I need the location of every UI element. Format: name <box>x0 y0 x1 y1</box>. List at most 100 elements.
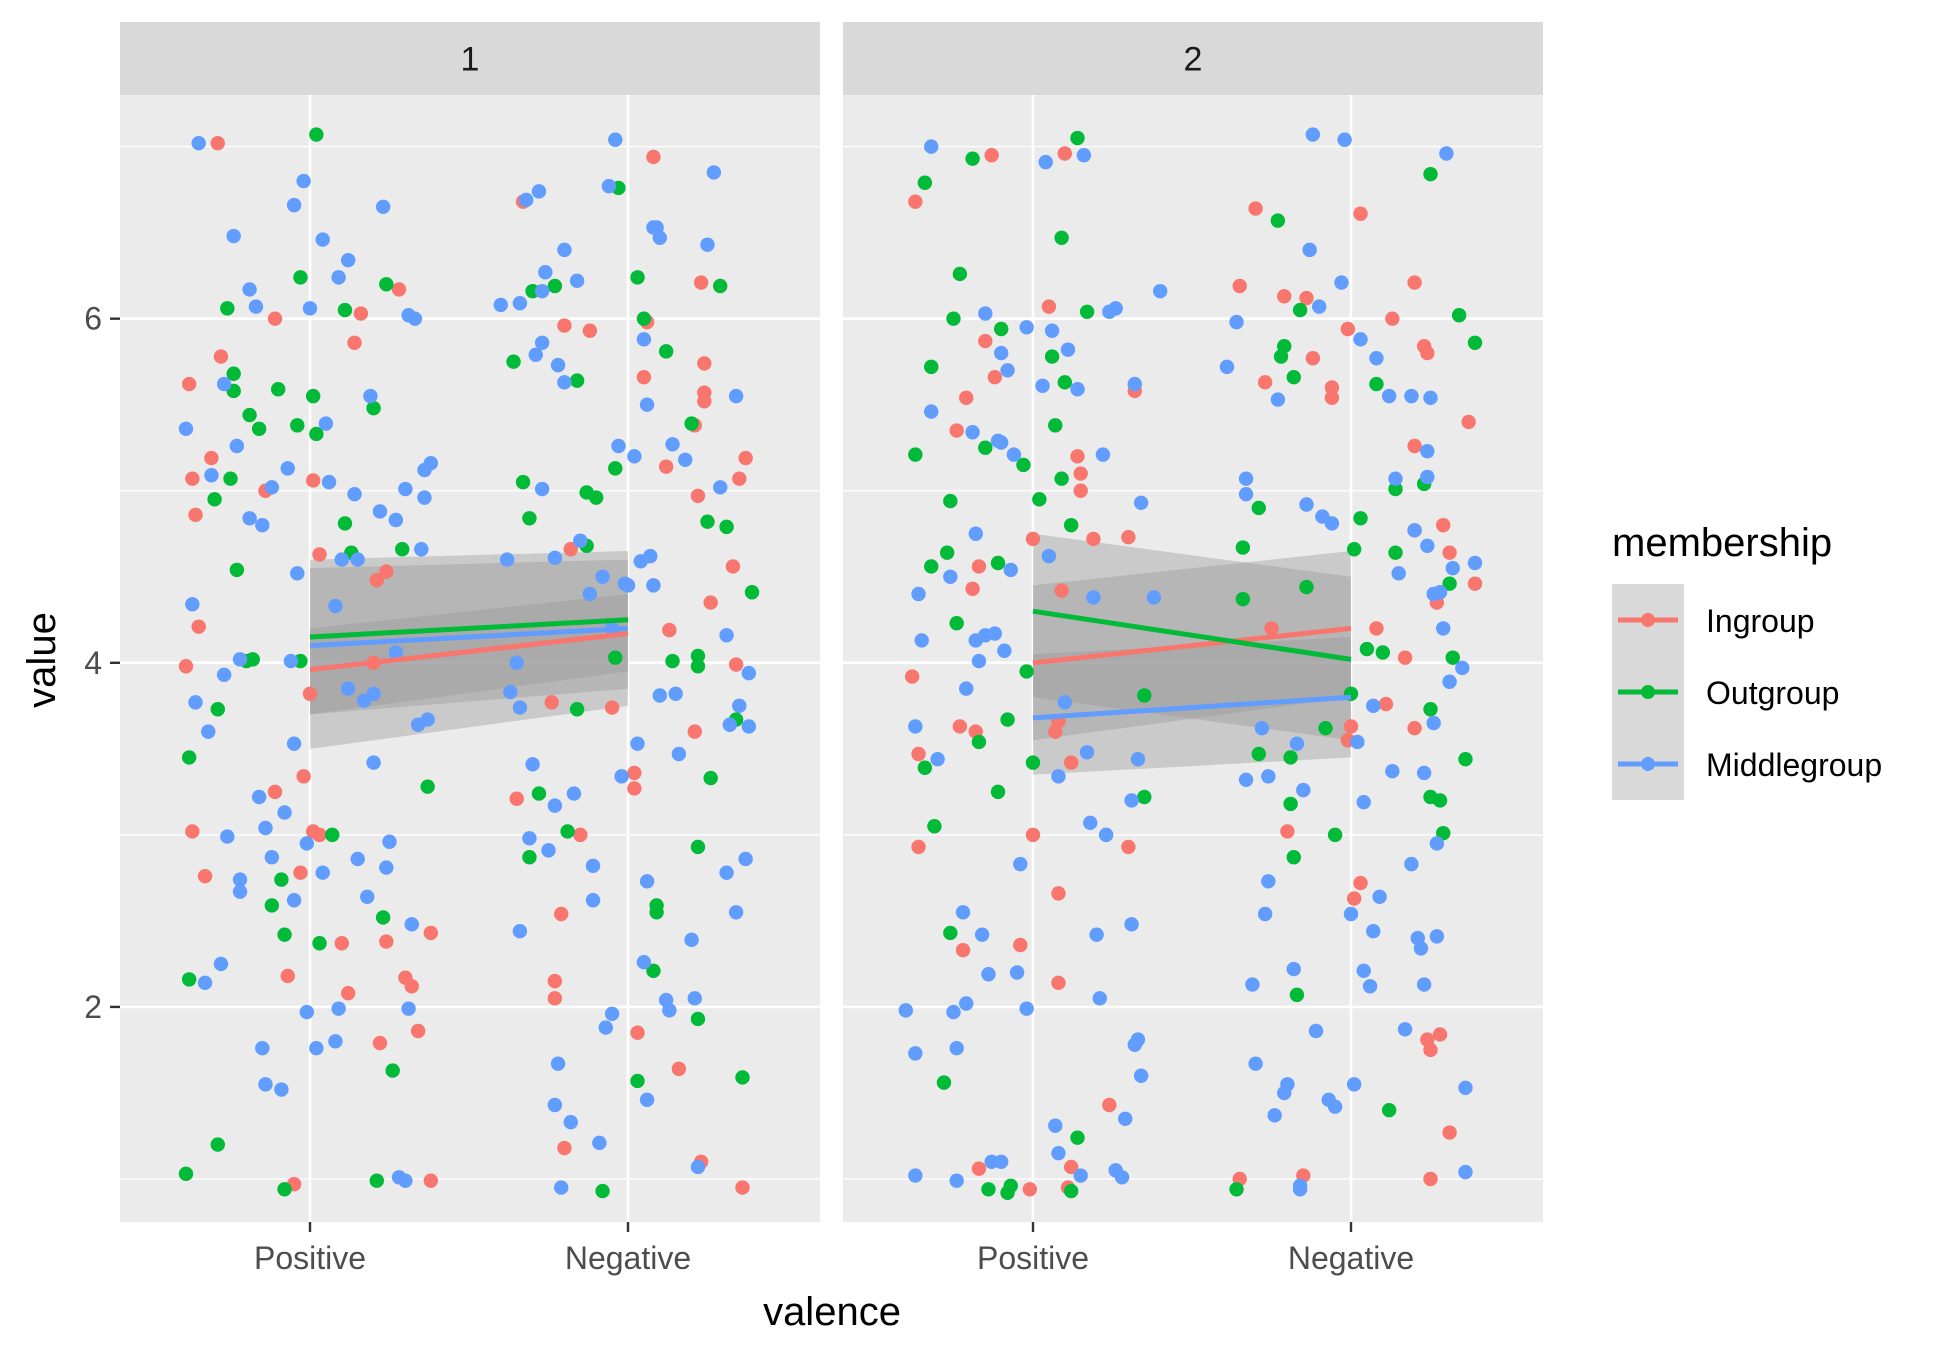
point-outgroup <box>1025 755 1041 770</box>
x-tick-label-negative: Negative <box>1288 1240 1414 1276</box>
point-middlegroup <box>534 481 550 497</box>
x-tick-label-positive: Positive <box>977 1240 1089 1276</box>
point-middlegroup <box>388 645 404 660</box>
point-outgroup <box>952 266 968 282</box>
fit-line-outgroup <box>309 617 629 640</box>
point-outgroup <box>690 648 706 664</box>
point-middlegroup <box>296 173 311 189</box>
point-middlegroup <box>566 786 582 801</box>
point-middlegroup <box>1346 1077 1362 1092</box>
point-middlegroup <box>1060 342 1076 357</box>
point-middlegroup <box>519 192 534 208</box>
point-outgroup <box>1346 542 1362 557</box>
point-outgroup <box>1070 1130 1085 1145</box>
point-ingroup <box>1324 380 1340 395</box>
point-middlegroup <box>1429 929 1445 944</box>
point-ingroup <box>662 622 677 638</box>
point-middlegroup <box>563 1115 578 1130</box>
point-middlegroup <box>347 486 362 502</box>
point-ingroup <box>1305 351 1321 366</box>
point-outgroup <box>608 461 623 476</box>
point-middlegroup <box>226 228 241 244</box>
point-middlegroup <box>627 449 642 464</box>
point-ingroup <box>379 564 394 579</box>
point-outgroup <box>1283 796 1298 812</box>
fit-lines-1 <box>309 617 629 673</box>
point-middlegroup <box>668 686 683 701</box>
point-outgroup <box>1251 746 1266 762</box>
point-outgroup <box>220 301 235 316</box>
point-middlegroup <box>232 872 248 887</box>
point-outgroup <box>1277 339 1292 354</box>
point-outgroup <box>630 270 645 285</box>
point-middlegroup <box>1006 447 1022 462</box>
point-middlegroup <box>914 633 929 648</box>
point-outgroup <box>1436 825 1451 841</box>
point-middlegroup <box>1356 794 1371 810</box>
point-middlegroup <box>328 1034 343 1049</box>
point-outgroup <box>994 321 1009 337</box>
point-middlegroup <box>360 889 375 905</box>
point-outgroup <box>1019 664 1034 679</box>
point-outgroup <box>649 905 664 920</box>
point-ingroup <box>391 282 407 297</box>
point-middlegroup <box>1146 590 1162 605</box>
point-ingroup <box>204 450 219 466</box>
point-middlegroup <box>277 805 292 820</box>
point-ingroup <box>1407 275 1422 290</box>
point-middlegroup <box>1366 924 1381 939</box>
point-middlegroup <box>1013 856 1028 872</box>
point-outgroup <box>936 1075 952 1090</box>
point-outgroup <box>1388 545 1403 560</box>
point-ingroup <box>557 1140 572 1156</box>
point-outgroup <box>1079 304 1095 319</box>
point-middlegroup <box>592 1135 607 1151</box>
point-middlegroup <box>1051 769 1066 784</box>
point-middlegroup <box>1114 1170 1130 1185</box>
point-ingroup <box>646 149 661 165</box>
point-middlegroup <box>407 311 423 326</box>
point-ingroup <box>1385 311 1400 326</box>
point-middlegroup <box>732 698 747 714</box>
point-middlegroup <box>1343 906 1359 922</box>
facet-strip-1 <box>120 22 820 95</box>
point-ingroup <box>1346 891 1362 906</box>
point-ingroup <box>1277 289 1292 304</box>
point-outgroup <box>531 786 547 801</box>
point-ingroup <box>423 1173 439 1188</box>
facet-strip-2 <box>843 22 1543 95</box>
point-middlegroup <box>1079 745 1095 760</box>
point-middlegroup <box>188 695 203 710</box>
point-middlegroup <box>636 954 652 970</box>
point-middlegroup <box>557 242 572 258</box>
point-middlegroup <box>248 299 264 314</box>
point-ingroup <box>604 700 620 715</box>
point-ingroup <box>547 991 563 1006</box>
point-middlegroup <box>662 1003 677 1018</box>
point-outgroup <box>207 492 222 507</box>
point-ingroup <box>334 936 349 951</box>
points-2 <box>898 127 1483 1200</box>
point-middlegroup <box>1312 299 1327 314</box>
point-outgroup <box>515 474 531 490</box>
point-middlegroup <box>512 924 528 939</box>
point-ingroup <box>1423 1171 1438 1187</box>
point-middlegroup <box>1098 827 1114 843</box>
point-middlegroup <box>911 586 926 602</box>
point-ingroup <box>690 488 706 504</box>
facet-panel-1: 1 Positive Negative <box>120 22 820 1276</box>
point-middlegroup <box>363 388 378 404</box>
point-middlegroup <box>1442 674 1457 689</box>
point-outgroup <box>1442 576 1457 591</box>
point-middlegroup <box>379 860 394 875</box>
point-middlegroup <box>690 1159 706 1175</box>
point-ingroup <box>1232 278 1247 294</box>
point-ingroup <box>267 311 283 326</box>
point-ingroup <box>1340 321 1356 337</box>
point-middlegroup <box>719 628 734 643</box>
point-middlegroup <box>493 297 508 313</box>
point-middlegroup <box>1070 382 1085 397</box>
point-middlegroup <box>1296 782 1311 798</box>
point-middlegroup <box>601 178 617 194</box>
